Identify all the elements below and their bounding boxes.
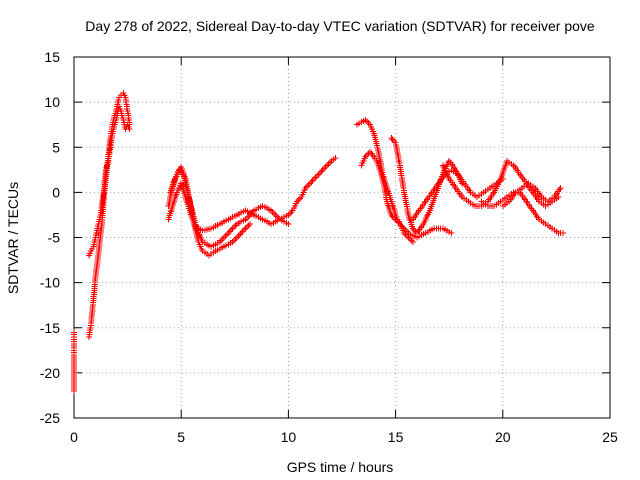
x-axis-label: GPS time / hours — [287, 459, 394, 475]
data-point-dense — [229, 225, 236, 232]
data-series — [71, 90, 566, 394]
data-point-dense — [313, 172, 320, 179]
y-tick-label: 0 — [52, 184, 60, 200]
data-point-dense — [312, 174, 319, 181]
x-tick-label: 5 — [177, 429, 185, 445]
data-point-dense — [236, 231, 243, 238]
data-point — [366, 148, 373, 155]
y-tick-label: -20 — [40, 365, 60, 381]
data-point — [319, 166, 326, 173]
chart-title: Day 278 of 2022, Sidereal Day-to-day VTE… — [85, 18, 595, 34]
data-point-dense — [222, 232, 229, 239]
data-point-dense — [231, 237, 238, 244]
data-point-dense — [241, 226, 248, 233]
data-point-dense — [239, 228, 246, 235]
series-arc-5 — [167, 166, 292, 250]
data-point-dense — [408, 237, 415, 244]
data-point-dense — [223, 231, 230, 238]
y-tick-label: -10 — [40, 275, 60, 291]
data-point-dense — [389, 136, 396, 143]
tick-marks — [73, 56, 611, 419]
data-point — [126, 126, 133, 133]
data-point-dense — [404, 228, 411, 235]
data-point-dense — [318, 168, 325, 175]
data-point-dense — [232, 236, 239, 243]
data-point — [71, 387, 77, 394]
series-arc-0 — [71, 329, 77, 394]
series-arc-6 — [285, 155, 339, 218]
series-arc-10 — [409, 166, 506, 223]
data-point-dense — [219, 236, 226, 243]
y-tick-labels: -25 -20 -15 -10 -5 0 5 10 15 — [40, 49, 60, 426]
data-point-dense — [305, 181, 312, 188]
data-point-dense — [233, 234, 240, 241]
data-point — [559, 229, 566, 236]
data-point — [238, 229, 245, 236]
data-point-dense — [245, 222, 252, 229]
data-point-dense — [272, 211, 279, 218]
x-tick-label: 25 — [602, 429, 618, 445]
y-tick-label: 15 — [44, 49, 60, 65]
x-tick-label: 20 — [495, 429, 511, 445]
data-point — [323, 162, 330, 169]
data-point — [388, 135, 395, 142]
data-point-dense — [325, 160, 332, 167]
data-point-dense — [308, 178, 315, 185]
data-point-dense — [286, 210, 293, 217]
data-point — [315, 171, 322, 178]
data-point-dense — [218, 237, 225, 244]
series-arc-8 — [358, 148, 455, 241]
data-point-dense — [368, 150, 375, 157]
data-point-dense — [321, 165, 328, 172]
x-tick-labels: 0 5 10 15 20 25 — [70, 429, 618, 445]
data-point — [332, 155, 339, 162]
data-point-dense — [243, 214, 250, 221]
data-point — [409, 239, 416, 246]
data-point-dense — [271, 210, 278, 217]
data-point-dense — [269, 208, 276, 215]
data-point-dense — [316, 169, 323, 176]
y-axis-label: SDTVAR / TECUs — [5, 182, 21, 294]
data-point-dense — [243, 223, 250, 230]
y-tick-label: -5 — [48, 230, 61, 246]
data-point — [311, 175, 318, 182]
data-point — [246, 220, 253, 227]
grid — [74, 57, 610, 418]
series-arc-9 — [388, 135, 466, 236]
data-point-dense — [326, 159, 333, 166]
series-arc-2 — [86, 103, 133, 259]
data-point-dense — [231, 223, 238, 230]
x-tick-label: 0 — [70, 429, 78, 445]
data-point — [448, 229, 455, 236]
data-point — [557, 184, 564, 191]
x-tick-label: 15 — [388, 429, 404, 445]
data-point-dense — [228, 226, 235, 233]
y-tick-label: -25 — [40, 410, 60, 426]
data-point-dense — [232, 222, 239, 229]
y-tick-label: 10 — [44, 94, 60, 110]
data-point-dense — [364, 118, 371, 125]
data-point-dense — [235, 232, 242, 239]
data-point-dense — [275, 214, 282, 221]
y-tick-label: 5 — [52, 139, 60, 155]
data-point-dense — [245, 213, 252, 220]
data-point-dense — [226, 228, 233, 235]
data-point-dense — [309, 177, 316, 184]
data-point — [306, 180, 313, 187]
y-tick-label: -15 — [40, 320, 60, 336]
data-point-dense — [322, 163, 329, 170]
x-tick-label: 10 — [281, 429, 297, 445]
series-arc-12 — [478, 189, 566, 236]
data-point — [225, 229, 232, 236]
series-arc-13 — [499, 180, 564, 209]
data-point — [285, 220, 292, 227]
data-point-dense — [242, 225, 249, 232]
series-arc-4 — [165, 180, 292, 234]
data-point-dense — [221, 234, 228, 241]
